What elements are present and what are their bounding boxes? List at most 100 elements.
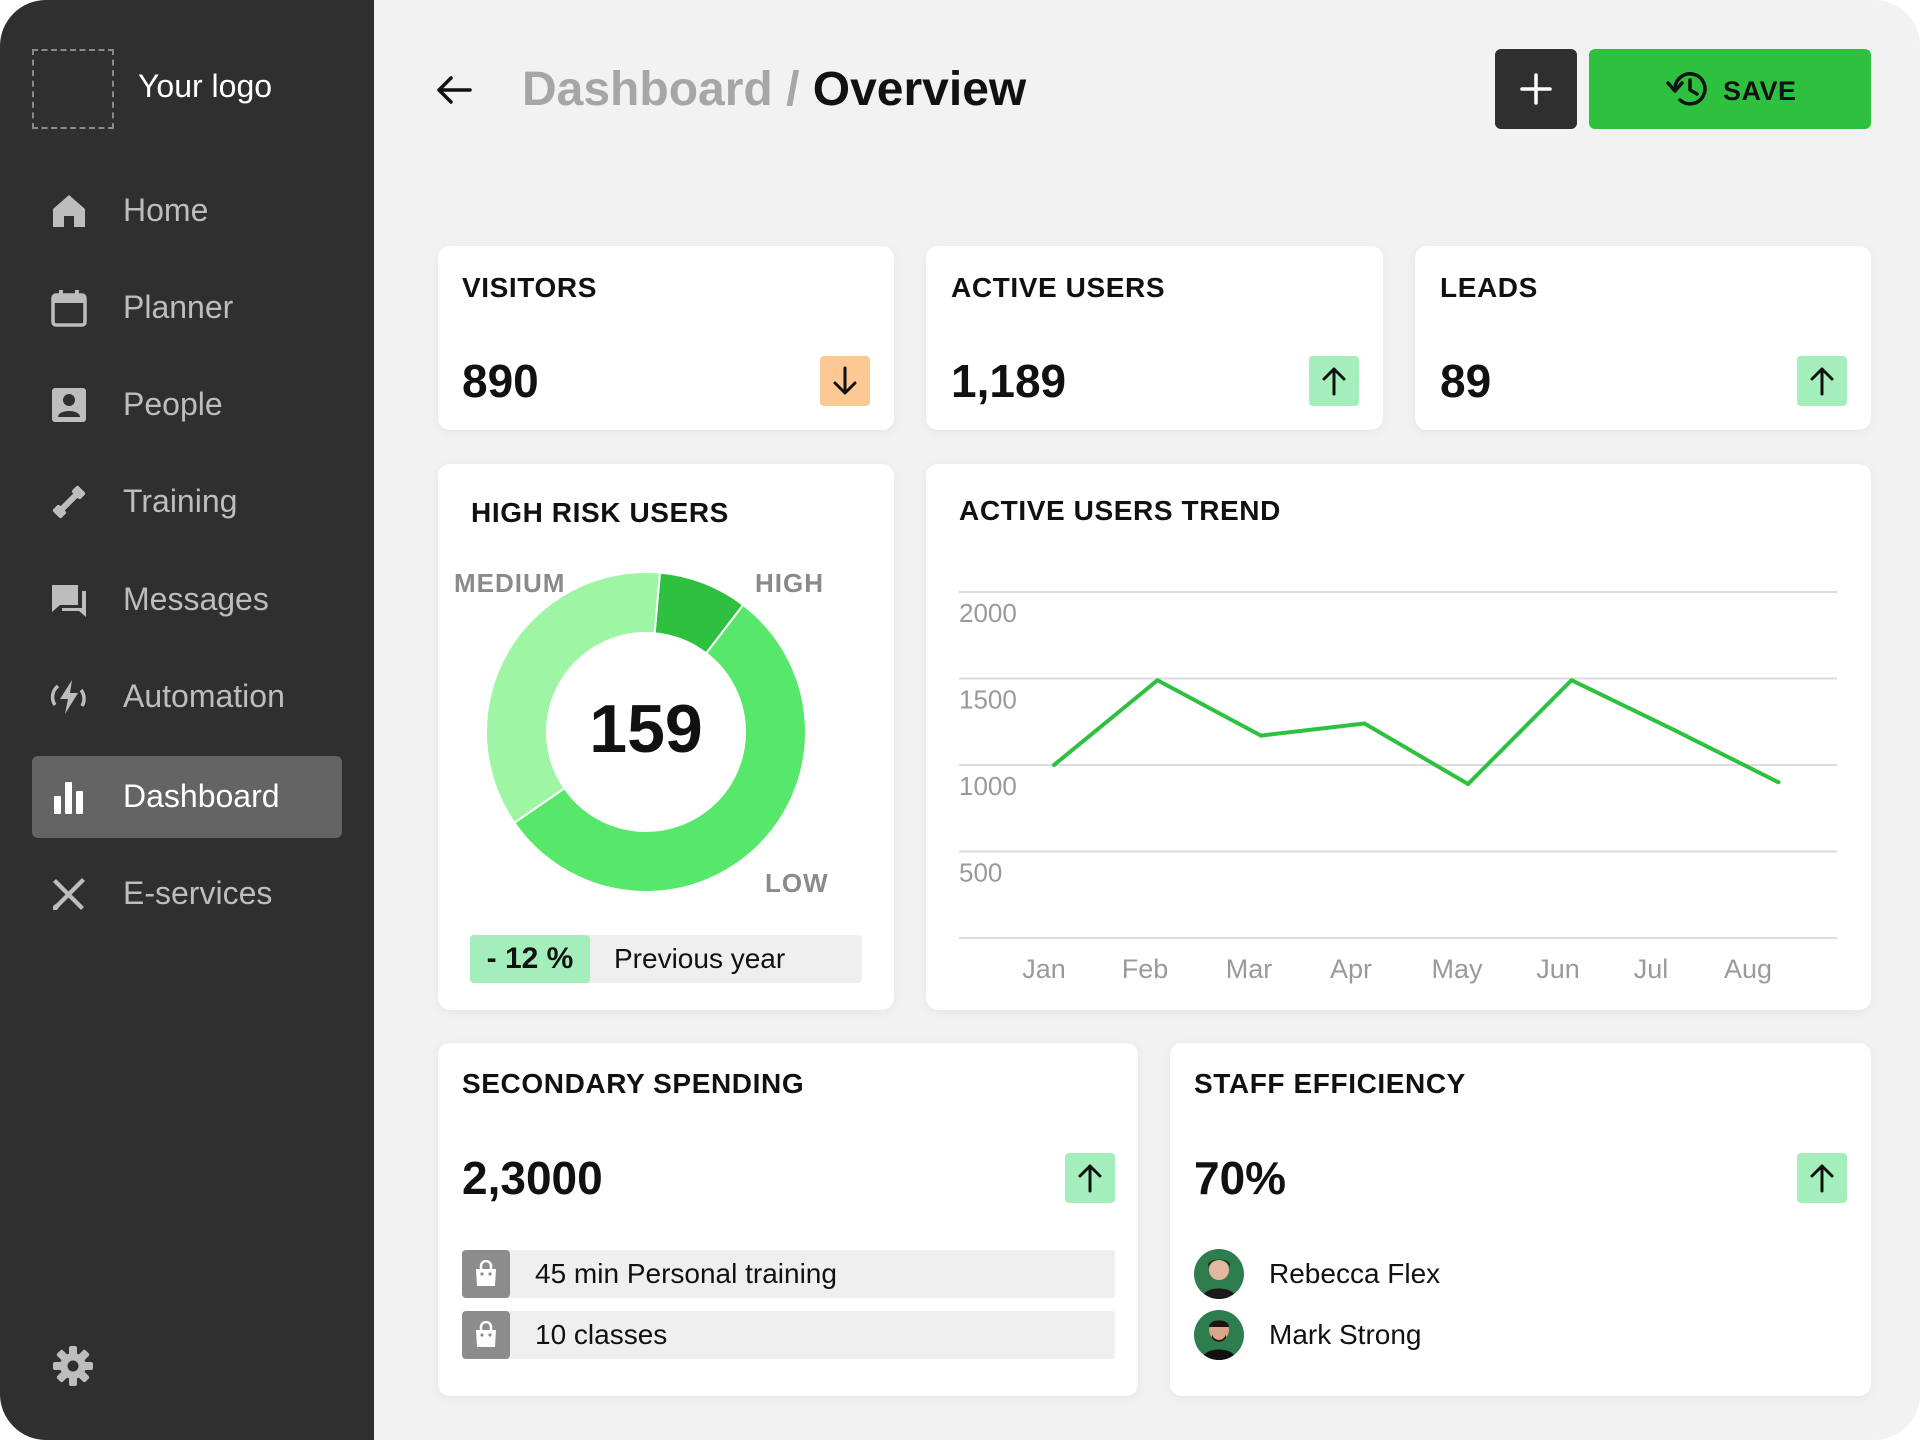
- donut-chart: 159: [476, 562, 816, 902]
- arrow-up-icon: [1078, 1164, 1102, 1193]
- sidebar-item-label: Planner: [123, 289, 234, 325]
- avatar: [1194, 1249, 1244, 1299]
- sidebar-item-e-services[interactable]: E-services: [32, 853, 342, 935]
- sidebar-item-people[interactable]: People: [32, 364, 342, 446]
- staff-name: Mark Strong: [1269, 1319, 1422, 1350]
- sidebar-item-label: Home: [123, 192, 209, 228]
- active-users-value: 1,189: [951, 355, 1067, 407]
- x-tick-label: May: [1431, 954, 1483, 984]
- arrow-up-icon: [1322, 367, 1346, 396]
- person-card-icon: [52, 388, 86, 422]
- sidebar-item-planner[interactable]: Planner: [32, 267, 342, 349]
- staff-name: Rebecca Flex: [1269, 1258, 1441, 1289]
- donut-label-low: LOW: [765, 868, 829, 898]
- data-point: [1466, 782, 1470, 787]
- data-point: [1776, 780, 1781, 785]
- series-line: [1052, 678, 1780, 787]
- delta-text: Previous year: [614, 943, 786, 974]
- history-icon: [1666, 72, 1707, 106]
- tools-icon: [53, 878, 85, 910]
- data-point: [1362, 721, 1367, 726]
- x-tick-label: Mar: [1226, 954, 1273, 984]
- sidebar-item-home[interactable]: Home: [32, 170, 342, 252]
- staff-efficiency-value: 70%: [1194, 1152, 1287, 1204]
- donut-slice-medium: [485, 571, 662, 825]
- data-point: [1673, 728, 1677, 733]
- data-point: [1259, 733, 1263, 738]
- sidebar-item-automation[interactable]: Automation: [32, 656, 342, 738]
- shopping-bag-icon: [462, 1250, 510, 1298]
- card-title: SECONDARY SPENDING: [462, 1068, 805, 1099]
- data-point: [1569, 678, 1574, 683]
- delta-badge: - 12 %: [470, 935, 590, 983]
- data-point: [1052, 763, 1056, 767]
- sidebar-item-dashboard[interactable]: Dashboard: [32, 756, 342, 838]
- leads-value: 89: [1440, 355, 1492, 407]
- list-item[interactable]: 45 min Personal training: [462, 1250, 1115, 1298]
- card-title: LEADS: [1440, 272, 1538, 303]
- card-title: STAFF EFFICIENCY: [1194, 1068, 1466, 1099]
- y-tick-label: 500: [959, 858, 1002, 888]
- sidebar-item-label: People: [123, 386, 223, 422]
- bar-chart-icon: [54, 782, 83, 814]
- plus-icon: [1520, 73, 1552, 105]
- add-button[interactable]: [1495, 49, 1577, 129]
- sidebar-item-label: E-services: [123, 875, 273, 911]
- trend-up-badge: [1065, 1153, 1115, 1203]
- sidebar-item-messages[interactable]: Messages: [32, 559, 342, 641]
- list-item-label: 10 classes: [535, 1319, 668, 1350]
- secondary-spending-value: 2,3000: [462, 1152, 603, 1204]
- arrow-up-icon: [1810, 367, 1834, 396]
- x-tick-label: Apr: [1330, 954, 1372, 984]
- logo-text: Your logo: [138, 68, 273, 104]
- x-tick-label: Jul: [1634, 954, 1669, 984]
- previous-year-comparison: - 12 % Previous year: [470, 935, 862, 983]
- logo-placeholder: [32, 49, 114, 129]
- trend-up-badge: [1309, 356, 1359, 406]
- save-button-label: SAVE: [1723, 76, 1797, 106]
- high-risk-users-card: HIGH RISK USERS MEDIUM HIGH LOW 159 - 12…: [438, 464, 894, 1010]
- y-tick-label: 1500: [959, 685, 1017, 715]
- x-tick-label: Jun: [1536, 954, 1580, 984]
- visitors-card: VISITORS 890: [438, 246, 894, 430]
- shopping-bag-icon: [462, 1311, 510, 1359]
- visitors-value: 890: [462, 355, 539, 407]
- automation-icon: [50, 680, 86, 714]
- arrow-down-icon: [833, 366, 857, 395]
- chat-icon: [52, 585, 86, 617]
- list-item[interactable]: 10 classes: [462, 1311, 1115, 1359]
- list-item-label: 45 min Personal training: [535, 1258, 837, 1289]
- sidebar-item-label: Dashboard: [123, 778, 280, 814]
- donut-total: 159: [589, 691, 703, 767]
- donut-label-high: HIGH: [755, 568, 824, 598]
- x-tick-label: Feb: [1122, 954, 1169, 984]
- sidebar-item-label: Automation: [123, 678, 285, 714]
- staff-efficiency-card: STAFF EFFICIENCY 70% Rebecca Flex Mark S…: [1170, 1043, 1871, 1396]
- trend-up-badge: [1797, 1153, 1847, 1203]
- card-title: ACTIVE USERS: [951, 272, 1166, 303]
- sidebar: Your logo Home Planner People: [0, 0, 374, 1440]
- line-chart: 500 1000 1500 2000 Jan Feb Mar Apr May Jun Jul Aug: [959, 591, 1837, 984]
- sidebar-item-label: Messages: [123, 581, 269, 617]
- sidebar-item-label: Training: [123, 483, 238, 519]
- back-arrow-icon[interactable]: [434, 70, 474, 110]
- trend-down-badge: [820, 356, 870, 406]
- breadcrumb-separator: /: [786, 63, 800, 116]
- y-tick-label: 2000: [959, 598, 1017, 628]
- leads-card: LEADS 89: [1415, 246, 1871, 430]
- donut-label-medium: MEDIUM: [454, 568, 566, 598]
- page-title: Overview: [812, 63, 1027, 116]
- data-point: [1155, 678, 1160, 683]
- breadcrumb-parent[interactable]: Dashboard: [522, 63, 773, 116]
- active-users-card: ACTIVE USERS 1,189: [926, 246, 1383, 430]
- save-button[interactable]: SAVE: [1589, 49, 1871, 129]
- dumbbell-icon: [52, 485, 86, 519]
- active-users-trend-card: ACTIVE USERS TREND 500 1000 1500 2000 Jan Feb…: [926, 464, 1871, 1010]
- y-tick-label: 1000: [959, 771, 1017, 801]
- arrow-up-icon: [1810, 1164, 1834, 1193]
- x-tick-label: Jan: [1022, 954, 1066, 984]
- calendar-icon: [51, 290, 87, 327]
- sidebar-item-training[interactable]: Training: [32, 461, 342, 543]
- home-icon: [53, 195, 85, 227]
- gear-icon[interactable]: [52, 1345, 94, 1387]
